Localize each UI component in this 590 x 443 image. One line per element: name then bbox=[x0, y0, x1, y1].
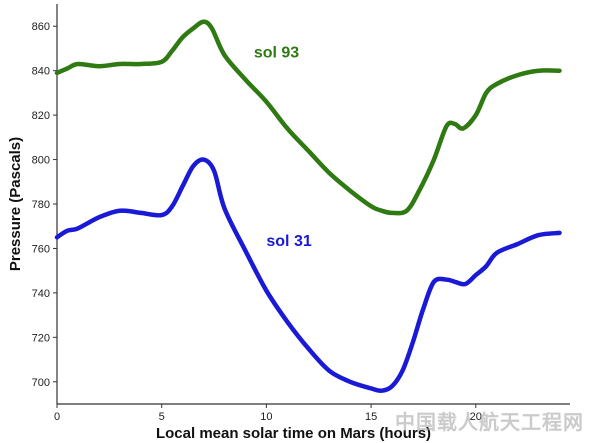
y-tick-label: 840 bbox=[32, 66, 50, 78]
chart-ticks: 700 720 740 760 780 800 820 840 860 0 5 10 15 20 bbox=[32, 21, 482, 423]
x-tick-label: 5 bbox=[159, 411, 165, 423]
y-tick-label: 780 bbox=[32, 199, 50, 211]
y-tick-label: 720 bbox=[32, 332, 50, 344]
chart-annotations: sol 93 sol 31 bbox=[254, 44, 312, 250]
series-label-sol-31: sol 31 bbox=[266, 233, 311, 250]
x-tick-label: 10 bbox=[260, 411, 272, 423]
y-axis-title: Pressure (Pascals) bbox=[7, 137, 24, 271]
y-tick-label: 820 bbox=[32, 110, 50, 122]
x-tick-label: 20 bbox=[470, 411, 482, 423]
x-axis-title: Local mean solar time on Mars (hours) bbox=[156, 425, 431, 442]
series-line-sol-93 bbox=[54, 19, 562, 216]
chart-series bbox=[54, 19, 562, 393]
x-tick-label: 15 bbox=[365, 411, 377, 423]
series-label-sol-93: sol 93 bbox=[254, 44, 299, 61]
x-tick-label: 0 bbox=[54, 411, 60, 423]
y-tick-label: 860 bbox=[32, 21, 50, 33]
series-line-sol-31 bbox=[54, 157, 562, 393]
y-tick-label: 800 bbox=[32, 155, 50, 167]
y-tick-label: 740 bbox=[32, 288, 50, 300]
y-tick-label: 700 bbox=[32, 377, 50, 389]
y-tick-label: 760 bbox=[32, 243, 50, 255]
